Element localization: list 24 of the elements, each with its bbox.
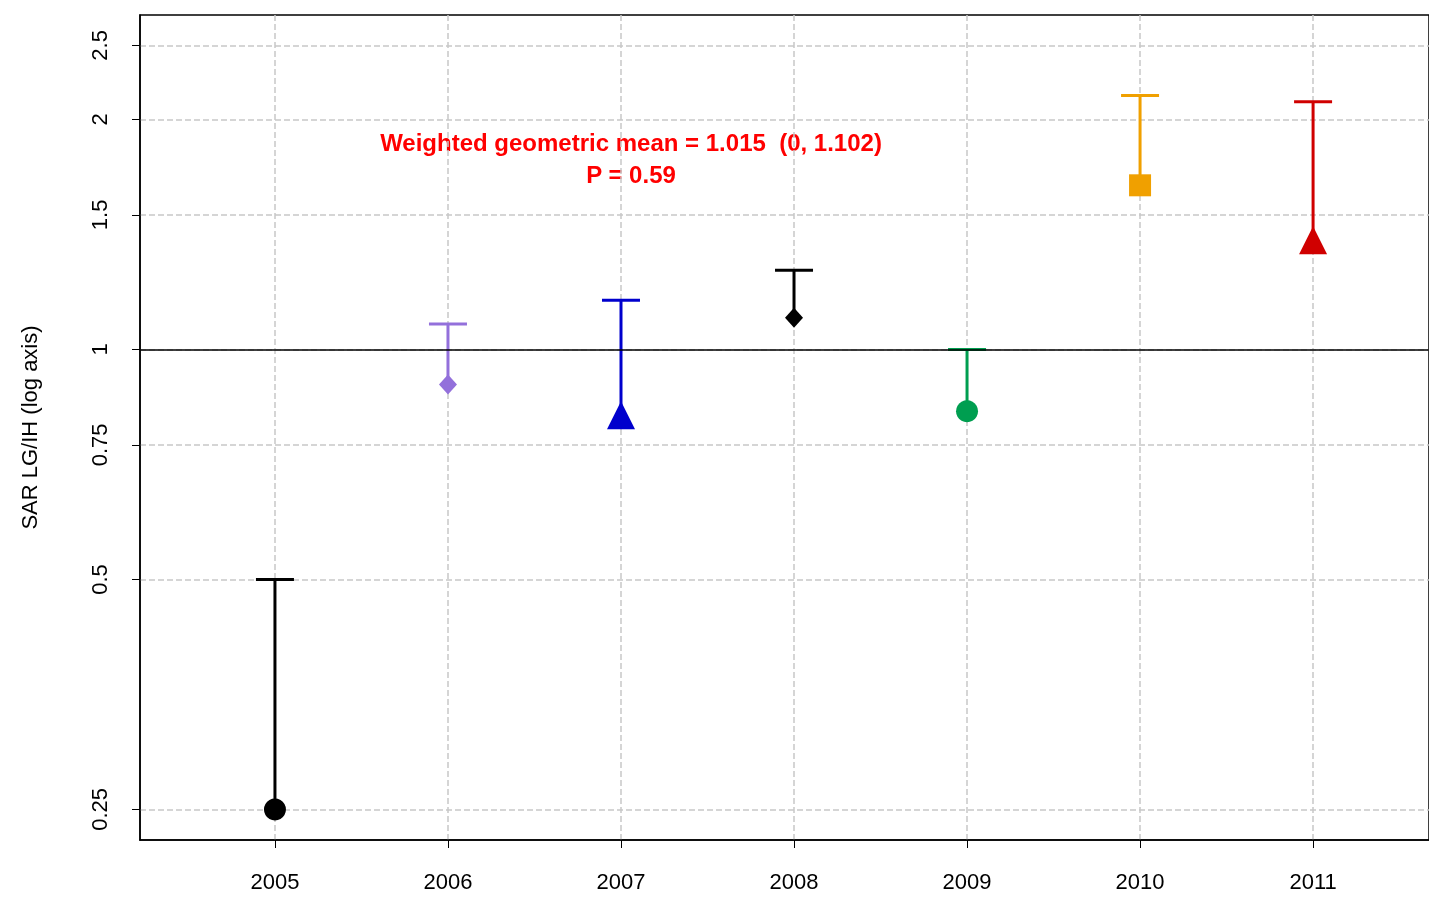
x-tick-label: 2007	[596, 868, 646, 894]
y-axis-title: SAR LG/IH (log axis)	[16, 325, 42, 530]
y-tick-label: 0.75	[86, 423, 112, 467]
x-tick-label: 2011	[1289, 868, 1337, 894]
x-tick-label: 2010	[1115, 868, 1165, 894]
y-tick-label: 1	[86, 343, 112, 356]
y-tick-label: 2	[86, 113, 112, 126]
point	[785, 307, 804, 328]
point	[1299, 226, 1328, 255]
annotation: P = 0.59	[586, 160, 676, 188]
point	[1129, 174, 1152, 197]
x-tick-label: 2006	[423, 868, 473, 894]
y-tick-label: 2.5	[86, 30, 112, 61]
y-tick-label: 0.5	[86, 564, 112, 595]
y-tick-label: 0.25	[86, 788, 112, 831]
x-tick-label: 2005	[250, 868, 300, 894]
x-tick-label: 2008	[769, 868, 819, 894]
annotation: Weighted geometric mean = 1.015 (0, 1.102)	[380, 128, 882, 156]
point	[263, 798, 286, 821]
point	[956, 400, 979, 423]
x-tick-label: 2009	[942, 868, 992, 894]
point	[607, 401, 635, 430]
point	[438, 374, 457, 395]
y-tick-label: 1.5	[86, 199, 112, 231]
